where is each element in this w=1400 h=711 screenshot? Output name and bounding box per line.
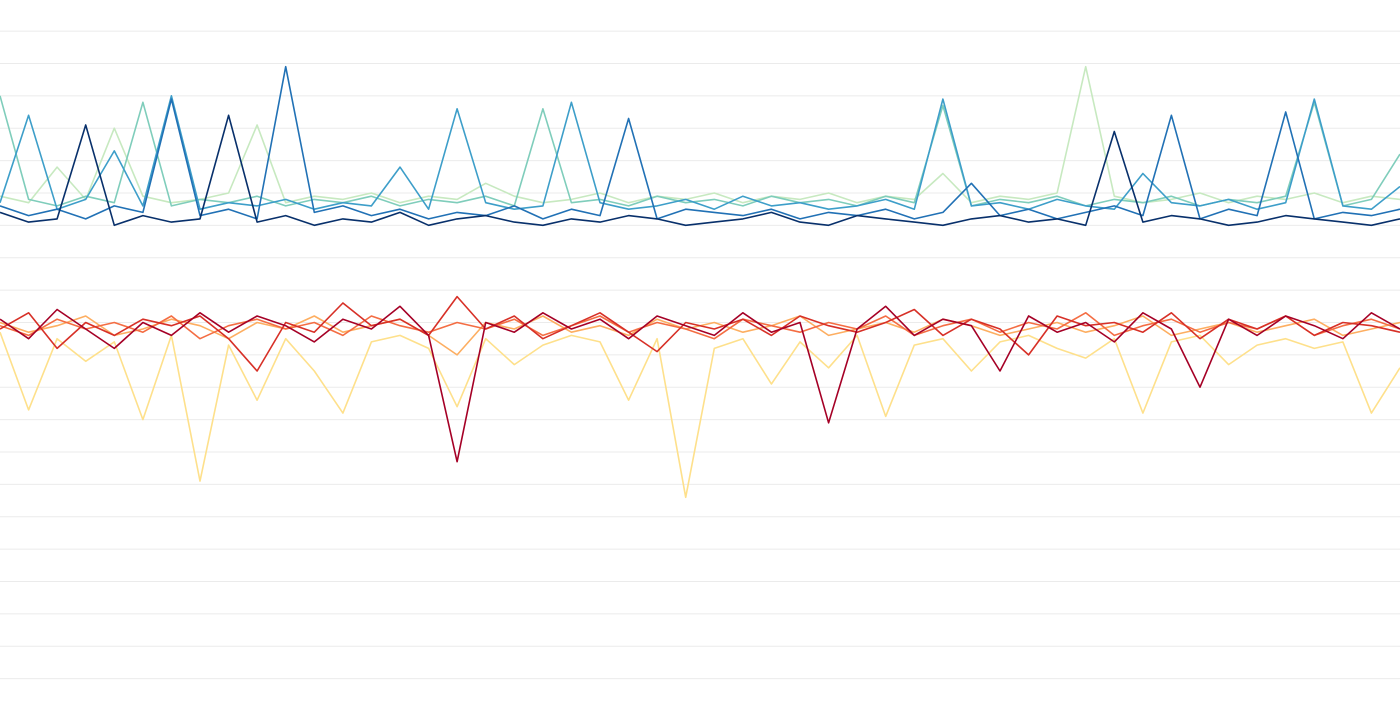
gridlines xyxy=(0,30,1400,680)
series-line-5 xyxy=(0,331,1400,499)
series-line-4 xyxy=(0,114,1400,227)
series-line-9 xyxy=(0,305,1400,463)
series-lines xyxy=(0,65,1400,499)
series-line-1 xyxy=(0,95,1400,207)
series-line-3 xyxy=(0,65,1400,220)
series-line-0 xyxy=(0,65,1400,204)
series-line-6 xyxy=(0,315,1400,356)
series-line-7 xyxy=(0,311,1400,340)
series-line-2 xyxy=(0,95,1400,210)
series-line-8 xyxy=(0,295,1400,372)
